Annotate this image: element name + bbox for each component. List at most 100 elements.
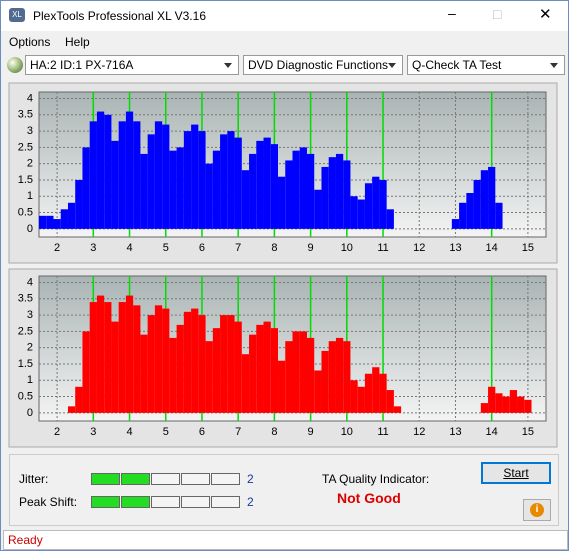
bar	[364, 183, 373, 229]
bar	[234, 321, 242, 413]
indicator-box	[181, 473, 210, 485]
indicator-box	[211, 473, 240, 485]
bar	[67, 406, 76, 413]
info-button[interactable]: i	[523, 499, 551, 521]
bar	[314, 370, 322, 413]
bar	[212, 150, 221, 229]
bar	[205, 341, 213, 413]
x-tick-label: 7	[235, 242, 241, 254]
y-tick-label: 0.5	[18, 390, 33, 402]
bar	[241, 354, 250, 413]
x-tick-label: 13	[449, 426, 461, 438]
bar	[67, 202, 76, 229]
bar	[75, 386, 83, 413]
bar	[140, 153, 148, 229]
x-tick-label: 11	[377, 426, 388, 438]
bar	[372, 367, 380, 413]
test-select[interactable]: Q-Check TA Test	[407, 55, 565, 75]
bar	[205, 163, 213, 229]
bar	[364, 373, 373, 413]
y-tick-label: 2	[27, 158, 33, 170]
x-tick-label: 4	[126, 426, 132, 438]
indicator-box	[151, 496, 180, 508]
bar	[328, 341, 336, 413]
indicator-box	[181, 496, 210, 508]
bar	[321, 166, 329, 229]
x-tick-label: 8	[271, 426, 277, 438]
bar	[343, 341, 351, 413]
bar	[133, 305, 141, 413]
bar	[328, 157, 336, 229]
bar	[335, 153, 344, 229]
bar	[451, 219, 460, 229]
bar	[379, 373, 387, 413]
y-tick-label: 0	[27, 223, 33, 235]
bar	[263, 321, 271, 413]
y-tick-label: 4	[27, 92, 33, 104]
maximize[interactable]: □	[493, 6, 502, 22]
bar	[473, 179, 481, 229]
indicator-value: 2	[247, 472, 254, 486]
bar	[118, 121, 126, 229]
x-tick-label: 4	[126, 242, 132, 254]
x-tick-label: 3	[90, 426, 96, 438]
bar	[162, 308, 170, 413]
y-tick-label: 1	[27, 190, 33, 202]
bar	[350, 380, 358, 413]
bar	[220, 315, 228, 413]
bar	[89, 121, 97, 229]
status-bar: Ready	[3, 530, 568, 550]
bar	[270, 144, 279, 229]
bar	[299, 331, 307, 413]
y-tick-label: 0	[27, 407, 33, 419]
bar	[125, 295, 134, 413]
bar	[191, 308, 199, 413]
bar	[372, 176, 380, 229]
x-tick-label: 3	[90, 242, 96, 254]
bar	[488, 166, 496, 229]
function-select[interactable]: DVD Diagnostic Functions	[243, 55, 403, 75]
x-tick-label: 10	[341, 242, 353, 254]
bar	[162, 124, 170, 229]
x-tick-label: 10	[341, 426, 353, 438]
start-button[interactable]: Start	[481, 462, 551, 484]
bar	[488, 386, 496, 413]
minimize[interactable]: –	[448, 5, 456, 21]
bar	[314, 189, 322, 229]
bar	[350, 196, 358, 229]
quality-value: Not Good	[337, 490, 401, 506]
menu-help[interactable]: Help	[65, 35, 90, 49]
menu-options[interactable]: Options	[9, 35, 51, 49]
bar	[379, 179, 387, 229]
bar	[227, 131, 235, 229]
bar	[82, 331, 90, 413]
bar	[386, 390, 394, 413]
close[interactable]: ✕	[539, 6, 552, 23]
bar	[191, 124, 199, 229]
bar	[154, 305, 163, 413]
y-tick-label: 1.5	[18, 174, 33, 186]
status-text: Ready	[8, 533, 43, 547]
indicator-box	[121, 496, 150, 508]
bar	[249, 153, 257, 229]
bar	[75, 179, 83, 229]
bar	[278, 176, 286, 229]
x-tick-label: 15	[522, 426, 534, 438]
indicator-box	[91, 496, 120, 508]
drive-select[interactable]: HA:2 ID:1 PX-716A	[25, 55, 239, 75]
bar	[256, 140, 264, 229]
bar	[46, 215, 54, 229]
bar	[249, 334, 257, 413]
bar	[278, 360, 286, 413]
y-tick-label: 3.5	[18, 109, 33, 121]
charts: 00.511.522.533.542 3 4 5 6 7 8 9 10 11 12 13 14 1500.…	[8, 82, 558, 448]
bar	[256, 324, 264, 413]
bar	[60, 209, 68, 229]
bar	[393, 406, 402, 413]
bar	[234, 137, 242, 229]
y-tick-label: 3	[27, 309, 33, 321]
bar	[111, 140, 119, 229]
bar	[357, 386, 365, 413]
bar	[480, 170, 489, 229]
